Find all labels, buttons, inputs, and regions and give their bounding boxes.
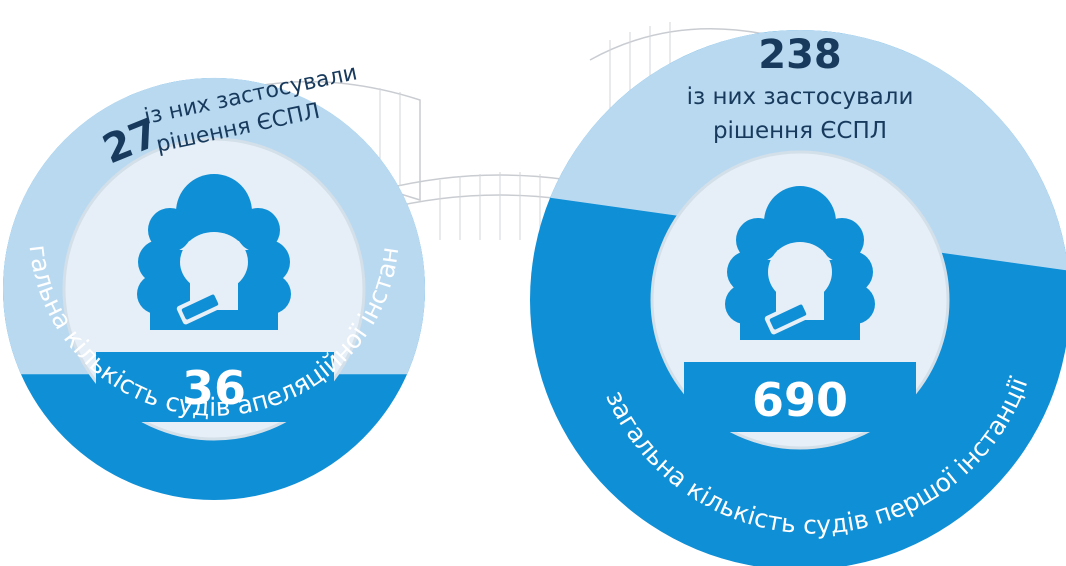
gavel-icon <box>764 299 812 335</box>
judge-wig-icon <box>725 186 875 340</box>
total-count-label: 690 <box>752 373 848 427</box>
chart-first-instance: 690 загальна кількість судів першої інст… <box>530 30 1066 566</box>
applied-count-label: 238 <box>758 32 842 78</box>
judge-wig-icon <box>137 174 291 330</box>
gavel-icon <box>176 289 224 325</box>
chart-appellate: 36 загальна кількість судів апеляційної … <box>0 0 425 500</box>
applied-caption-line2: рішення ЄСПЛ <box>713 118 887 144</box>
number-base <box>96 352 334 422</box>
applied-caption-line1: із них застосували <box>687 84 914 110</box>
number-base <box>684 362 916 432</box>
pie-applied-slice <box>550 30 1066 271</box>
total-count-label: 36 <box>182 361 246 415</box>
